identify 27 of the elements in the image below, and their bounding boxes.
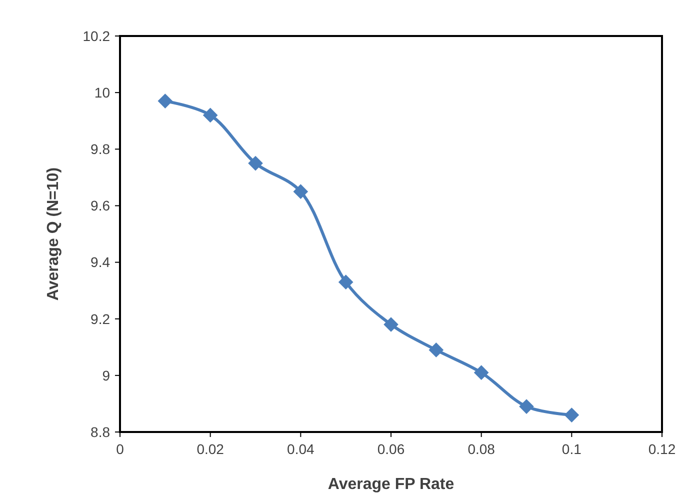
point [564, 408, 580, 422]
y-tick-label: 10 [94, 84, 110, 100]
point [384, 317, 398, 332]
point [519, 399, 534, 414]
x-axis-title: Average FP Rate [328, 476, 454, 493]
y-tick-label: 9.4 [90, 254, 110, 270]
y-tick-label: 9.8 [90, 141, 110, 158]
y-tick-label: 10.2 [82, 28, 110, 44]
point [293, 184, 308, 199]
x-tick-label: 0 [116, 441, 124, 457]
x-tick-label: 0.12 [648, 441, 676, 457]
point [338, 274, 354, 290]
x-tick-label: 0.02 [196, 441, 224, 457]
x-tick-label: 0.06 [377, 441, 405, 457]
point [202, 108, 218, 123]
point [474, 365, 489, 380]
x-tick-label: 0.04 [287, 441, 315, 457]
y-tick-label: 9.2 [90, 310, 110, 327]
x-tick-label: 0.1 [562, 441, 582, 457]
y-tick-label: 9.6 [90, 198, 110, 214]
y-tick-label: 8.8 [90, 424, 110, 440]
y-axis-title: Average Q (N=10) [45, 167, 62, 301]
x-tick-label: 0.08 [468, 441, 496, 457]
point [248, 156, 263, 171]
point [428, 342, 444, 358]
y-tick-label: 9 [102, 367, 110, 384]
point [158, 94, 173, 108]
